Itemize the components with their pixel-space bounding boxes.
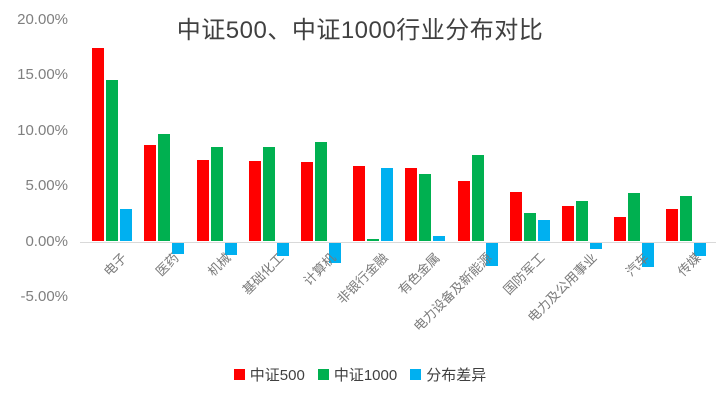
bar-series1-国防军工 <box>523 212 536 242</box>
bar-series0-非银行金融 <box>353 166 366 242</box>
legend-item-0: 中证500 <box>233 364 305 385</box>
bar-series1-电力设备及新能源 <box>471 155 484 242</box>
bar-series2-医药 <box>172 243 185 255</box>
bar-series0-有色金属 <box>405 168 418 242</box>
x-axis-label-非银行金融: 非银行金融 <box>334 250 391 307</box>
legend-swatch-icon <box>317 369 329 380</box>
y-axis-tick-10.00: 10.00% <box>17 121 68 139</box>
bar-series1-非银行金融 <box>367 239 380 242</box>
legend-item-1: 中证1000 <box>317 364 398 385</box>
bar-series2-电子 <box>120 209 133 242</box>
bar-series2-有色金属 <box>433 235 446 242</box>
bar-series0-传媒 <box>666 209 679 242</box>
bar-series2-计算机 <box>328 243 341 263</box>
bar-series0-电力及公用事业 <box>561 206 574 242</box>
bar-series1-医药 <box>158 134 171 242</box>
bar-series2-非银行金融 <box>381 168 394 242</box>
legend: 中证500 中证1000 分布差异 <box>0 364 720 385</box>
legend-item-2: 分布差异 <box>410 364 486 385</box>
bar-series1-计算机 <box>314 141 327 242</box>
y-axis-tick--5.00: -5.00% <box>20 287 68 305</box>
bar-series1-有色金属 <box>419 173 432 242</box>
y-axis-tick-0.00: 0.00% <box>25 232 68 250</box>
x-axis-label-国防军工: 国防军工 <box>500 250 548 298</box>
bar-series2-基础化工 <box>276 243 289 257</box>
bar-series1-电子 <box>106 79 119 242</box>
chart-title: 中证500、中证1000行业分布对比 <box>176 17 544 44</box>
legend-swatch-icon <box>233 369 245 380</box>
bar-series1-电力及公用事业 <box>575 200 588 242</box>
x-axis-label-有色金属: 有色金属 <box>395 250 444 298</box>
y-axis-tick-15.00: 15.00% <box>17 66 68 84</box>
bar-series1-传媒 <box>680 196 693 242</box>
bar-series2-汽车 <box>642 243 655 268</box>
bar-series0-计算机 <box>300 161 313 242</box>
legend-label: 中证1000 <box>333 367 398 384</box>
bar-series0-国防军工 <box>509 191 522 242</box>
x-axis-label-电子: 电子 <box>100 250 130 280</box>
legend-label: 中证500 <box>249 367 305 384</box>
bar-series0-电力设备及新能源 <box>457 180 470 242</box>
bar-series1-机械 <box>210 147 223 242</box>
bar-series0-汽车 <box>614 217 627 242</box>
bar-series2-机械 <box>224 243 237 256</box>
bar-series0-医药 <box>144 145 157 242</box>
bar-series0-基础化工 <box>248 160 261 242</box>
legend-swatch-icon <box>410 369 422 380</box>
bar-series0-电子 <box>92 47 105 242</box>
bar-series2-电力设备及新能源 <box>485 243 498 267</box>
bar-series2-传媒 <box>694 243 707 257</box>
x-axis-label-基础化工: 基础化工 <box>239 250 287 298</box>
legend-label: 分布差异 <box>426 367 487 384</box>
y-axis-tick-20.00: 20.00% <box>17 10 68 28</box>
bar-series2-国防军工 <box>537 220 550 242</box>
bar-series1-汽车 <box>628 192 641 242</box>
bar-series1-基础化工 <box>262 147 275 242</box>
x-axis-baseline <box>80 241 716 243</box>
y-axis-tick-5.00: 5.00% <box>25 177 68 195</box>
bar-series0-机械 <box>196 159 209 242</box>
bar-series2-电力及公用事业 <box>589 243 602 249</box>
